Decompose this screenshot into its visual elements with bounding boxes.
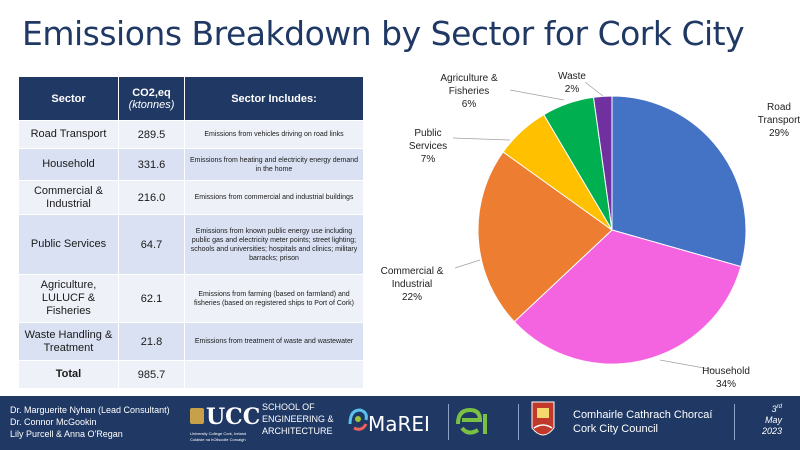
marei-logo: MaREI <box>346 400 446 444</box>
row-sector: Commercial & Industrial <box>18 180 119 215</box>
label-road-pct: 29% <box>769 128 789 139</box>
label-agri-2: Fisheries <box>449 86 490 97</box>
page-title: Emissions Breakdown by Sector for Cork C… <box>22 14 745 53</box>
row-value: 289.5 <box>118 120 185 149</box>
label-agri-pct: 6% <box>462 99 477 110</box>
footer-divider <box>518 404 519 440</box>
pie-slice-road-transport <box>611 95 747 268</box>
label-commercial: Commercial & <box>381 266 444 277</box>
ucc-logo: UCC University College Cork, Ireland Col… <box>190 402 340 444</box>
row-sector: Household <box>18 148 119 181</box>
total-includes-empty <box>184 360 364 389</box>
marei-logo-text: MaREI <box>368 412 430 436</box>
label-commercial-2: Industrial <box>392 279 433 290</box>
table-row: Agriculture, LULUCF & Fisheries 62.1 Emi… <box>18 274 364 323</box>
label-road: Road <box>767 102 791 113</box>
author-name: Lily Purcell & Anna O'Regan <box>10 429 123 439</box>
school-line: SCHOOL OF <box>262 402 315 412</box>
ucc-logo-subtitle-irish: Coláiste na hOllscoile Corcaigh <box>190 437 246 442</box>
pie-leader-lines <box>452 81 716 371</box>
row-includes: Emissions from vehicles driving on road … <box>184 120 364 149</box>
school-name: SCHOOL OF ENGINEERING & ARCHITECTURE <box>262 401 334 437</box>
ucc-crest-icon <box>190 408 204 424</box>
cork-council-crest-icon <box>531 401 555 436</box>
label-road-2: Transport <box>758 115 800 126</box>
row-includes: Emissions from heating and electricity e… <box>184 148 364 181</box>
header-co2-unit: (ktonnes) <box>128 98 175 111</box>
council-name-irish: Comhairle Cathrach Chorcaí <box>573 409 713 421</box>
row-includes: Emissions from farming (based on farmlan… <box>184 274 364 323</box>
header-sector: Sector <box>18 76 119 121</box>
emissions-table: Sector CO2,eq (ktonnes) Sector Includes:… <box>18 76 364 389</box>
label-waste-pct: 2% <box>565 84 580 95</box>
eri-logo-icon <box>456 407 487 435</box>
table-row: Commercial & Industrial 216.0 Emissions … <box>18 180 364 215</box>
pie-slice-commercial-industrial <box>477 151 613 323</box>
header-co2: CO2,eq (ktonnes) <box>118 76 185 121</box>
table-header-row: Sector CO2,eq (ktonnes) Sector Includes: <box>18 76 364 121</box>
school-line: ENGINEERING & <box>262 414 334 424</box>
footer-divider <box>734 404 735 440</box>
leader-line-waste <box>584 81 604 97</box>
row-sector: Waste Handling & Treatment <box>18 322 119 361</box>
row-value: 216.0 <box>118 180 185 215</box>
label-household-pct: 34% <box>716 379 736 390</box>
author-list: Dr. Marguerite Nyhan (Lead Consultant) D… <box>10 404 170 440</box>
row-value: 21.8 <box>118 322 185 361</box>
council-name: Comhairle Cathrach Chorcaí Cork City Cou… <box>573 408 712 436</box>
pie-slices <box>477 95 747 365</box>
leader-line-household <box>659 359 716 371</box>
school-line: ARCHITECTURE <box>262 426 333 436</box>
table-row: Road Transport 289.5 Emissions from vehi… <box>18 120 364 149</box>
label-public-2: Services <box>409 141 447 152</box>
row-value: 62.1 <box>118 274 185 323</box>
total-value: 985.7 <box>118 360 185 389</box>
label-agri: Agriculture & <box>440 73 498 84</box>
ucc-logo-text: UCC <box>206 404 261 430</box>
leader-line-agri <box>509 89 565 101</box>
table-row: Waste Handling & Treatment 21.8 Emission… <box>18 322 364 361</box>
footer-bar: Dr. Marguerite Nyhan (Lead Consultant) D… <box>0 396 800 450</box>
row-sector: Road Transport <box>18 120 119 149</box>
emissions-pie-chart: Road Transport 29% Household 34% Commerc… <box>381 71 800 390</box>
pie-slice-household <box>513 229 742 365</box>
table-total-row: Total 985.7 <box>18 360 364 389</box>
date-year: 2023 <box>761 426 782 436</box>
date-month: May <box>764 415 782 425</box>
label-commercial-pct: 22% <box>402 292 422 303</box>
row-includes: Emissions from commercial and industrial… <box>184 180 364 215</box>
date-day: 3 <box>771 404 777 414</box>
footer-divider <box>448 404 449 440</box>
leader-line-public <box>452 137 511 141</box>
row-sector: Public Services <box>18 214 119 275</box>
author-name: Dr. Connor McGookin <box>10 417 97 427</box>
council-name-english: Cork City Council <box>573 423 658 435</box>
date-suffix: rd <box>776 404 782 410</box>
pie-slice-waste <box>592 95 613 231</box>
presentation-date: 3rd May 2023 <box>752 402 782 437</box>
label-public: Public <box>414 128 441 139</box>
label-household: Household <box>702 366 750 377</box>
header-co2-label: CO2,eq <box>132 86 171 99</box>
label-public-pct: 7% <box>421 154 436 165</box>
label-waste: Waste <box>558 71 586 82</box>
table-row: Household 331.6 Emissions from heating a… <box>18 148 364 181</box>
leader-line-commercial <box>454 259 481 269</box>
ucc-logo-subtitle: University College Cork, Ireland <box>190 431 247 436</box>
pie-labels: Road Transport 29% Household 34% Commerc… <box>381 71 800 390</box>
header-includes: Sector Includes: <box>184 76 364 121</box>
marei-swirl-icon <box>348 408 368 431</box>
author-name: Dr. Marguerite Nyhan (Lead Consultant) <box>10 405 170 415</box>
